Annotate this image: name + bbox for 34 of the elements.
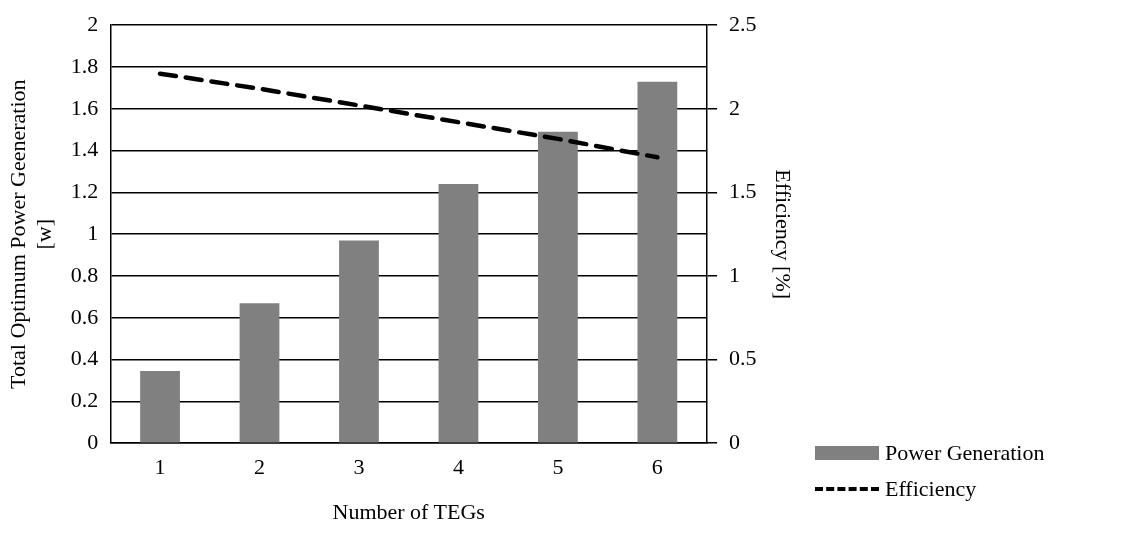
y-tick-label: 0.8 [70,261,99,287]
y-tick-label: 1 [87,219,99,245]
y-tick-label: 1.4 [70,136,99,162]
y-tick-label: 1.6 [70,94,99,120]
x-tick-label: 3 [353,454,365,480]
x-tick-label: 6 [651,454,663,480]
y2-tick-label: 2.5 [729,10,757,36]
legend-label: Efficiency [885,476,977,503]
y-tick-label: 0.2 [70,387,99,413]
bar [239,303,280,443]
x-tick-label: 2 [254,454,265,480]
y2-axis-title: Efficiency [%] [771,169,797,300]
y2-tick-label: 1 [729,261,741,287]
legend-label: Power Generation [885,440,1045,467]
x-axis-title: Number of TEGs [332,498,485,524]
bar [140,371,180,443]
y-tick-label: 2 [87,10,99,36]
y2-tick-label: 2 [729,94,741,120]
y2-tick-label: 0 [729,428,741,454]
y-tick-label: 0.4 [70,345,99,371]
y-axis-title: Total Optimum Power Geeneration [w] [4,79,57,389]
x-tick-label: 4 [452,454,464,480]
y2-tick-label: 0.5 [729,345,757,371]
x-tick-label: 5 [552,454,564,480]
bar [538,131,578,443]
y-tick-label: 0.6 [70,303,99,329]
bar [339,240,379,443]
bar [637,81,678,443]
y-tick-label: 1.8 [70,52,99,78]
y2-tick-label: 1.5 [729,178,757,204]
bar [438,184,479,443]
y-tick-label: 1.2 [70,178,99,204]
y-tick-label: 0 [87,428,99,454]
x-tick-label: 1 [154,454,166,480]
